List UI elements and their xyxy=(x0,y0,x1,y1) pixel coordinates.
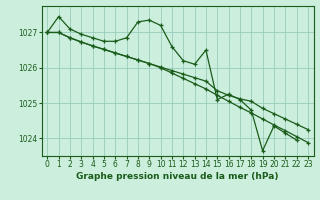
X-axis label: Graphe pression niveau de la mer (hPa): Graphe pression niveau de la mer (hPa) xyxy=(76,172,279,181)
